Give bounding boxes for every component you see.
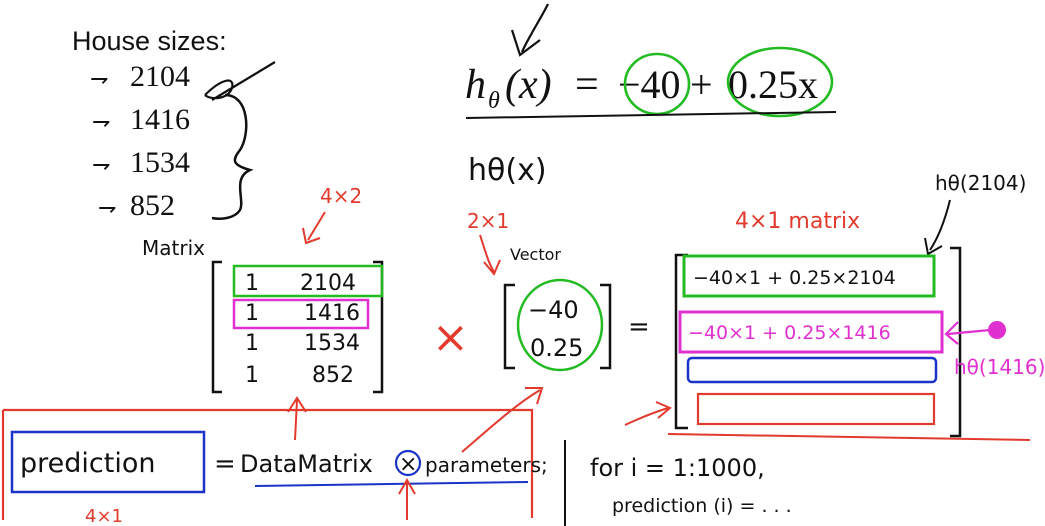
vector-dim-label: 2×1 (467, 209, 509, 233)
data-matrix: 1 2104 1 1416 1 1534 1 852 (245, 271, 360, 388)
magenta-dot (988, 321, 1006, 339)
hypothesis-equals: = (575, 62, 599, 108)
result-row-red (696, 392, 936, 426)
matrix-cell: 1 (245, 331, 259, 356)
matrix-bracket-right (373, 260, 384, 394)
prediction-box (10, 430, 206, 494)
hypothesis-equation: h θ (x) = −40 + 0.25x (465, 62, 818, 114)
result-row-blue (686, 356, 938, 384)
code-data-matrix: DataMatrix (240, 450, 373, 478)
house-size-item: 1534 (130, 146, 190, 179)
result-row-magenta (678, 310, 944, 354)
code-params: parameters; (425, 453, 548, 477)
scribble-mark (204, 61, 276, 101)
matrix-row-highlight-magenta (232, 298, 370, 330)
code-underline (254, 481, 529, 487)
matrix-cell: 852 (312, 363, 354, 388)
vector-label: Vector (510, 245, 561, 264)
parameter-vector: −40 0.25 (528, 296, 583, 362)
vector-bracket-left (503, 283, 515, 370)
hypothesis-theta: θ (488, 88, 500, 114)
matrix-dim-arrow (302, 211, 326, 245)
vector-bracket-right (600, 283, 612, 370)
house-size-item: 852 (130, 189, 175, 222)
red-arrow (624, 401, 672, 426)
h-1416-label: hθ(1416) (954, 355, 1045, 379)
house-size-list: ⇁ 2104 ⇁ 1416 ⇁ 1534 ⇁ 852 (90, 60, 190, 222)
vector-cell: 0.25 (530, 334, 583, 362)
op-circle (394, 449, 422, 477)
h-2104-label: hθ(2104) (935, 171, 1026, 195)
prediction-dim-label: 4×1 (85, 506, 123, 526)
result-underline (667, 433, 1031, 441)
matrix-label: Matrix (142, 236, 205, 260)
matrix-cell: 1 (245, 301, 259, 326)
vector-dim-arrow (479, 234, 501, 276)
hypothesis-h: h (465, 62, 486, 108)
matrix-cell: 1416 (304, 301, 360, 326)
matrix-cell: 1 (245, 271, 259, 296)
red-arrow (461, 387, 544, 453)
code-box (1, 408, 534, 520)
vector-cell: −40 (528, 296, 579, 324)
hypothesis-intercept: −40 (618, 62, 681, 107)
vector-circle (516, 278, 604, 372)
hypothesis-underline (465, 111, 837, 119)
result-row-text: −40×1 + 0.25×2104 (693, 267, 896, 289)
curly-brace (211, 93, 254, 220)
times-sign: × (432, 312, 469, 363)
matrix-cell: 2104 (300, 271, 356, 296)
h-2104-arrow (924, 199, 951, 256)
result-bracket-left (674, 253, 688, 430)
result-bracket-right (950, 246, 962, 438)
code-prediction: prediction (20, 448, 155, 479)
h-theta-note: hθ(x) (468, 153, 547, 188)
arrow-glyph: ⇁ (92, 152, 110, 177)
hypothesis-slope: 0.25x (728, 62, 818, 107)
code-op: × (399, 452, 417, 477)
red-arrow (398, 477, 416, 520)
equals-sign: = (628, 312, 650, 342)
house-size-item: 1416 (130, 103, 190, 136)
matrix-cell: 1534 (304, 331, 360, 356)
hypothesis-arg: (x) (505, 62, 552, 108)
matrix-dim-label: 4×2 (320, 184, 362, 208)
result-row-text: −40×1 + 0.25×1416 (688, 322, 891, 344)
matrix-cell: 1 (245, 363, 259, 388)
house-size-item: 2104 (130, 60, 190, 93)
arrow-glyph: ⇁ (92, 109, 110, 134)
matrix-row-highlight-green (232, 264, 384, 298)
loop-line-2: prediction (i) = . . . (612, 495, 792, 517)
result-row-green (682, 254, 936, 298)
arrow-glyph: ⇁ (90, 66, 108, 91)
code-equals: = (214, 449, 236, 479)
hypothesis-plus: + (690, 62, 713, 107)
house-sizes-title: House sizes: (72, 26, 227, 56)
matrix-bracket-left (211, 260, 222, 394)
red-arrow (287, 396, 307, 441)
pointer-arrow (510, 3, 549, 57)
result-dim-label: 4×1 matrix (735, 209, 860, 234)
slope-circle (726, 46, 834, 118)
arrow-glyph: ⇁ (98, 195, 116, 220)
h-1416-arrow (944, 321, 991, 345)
loop-line-1: for i = 1:1000, (590, 454, 765, 482)
